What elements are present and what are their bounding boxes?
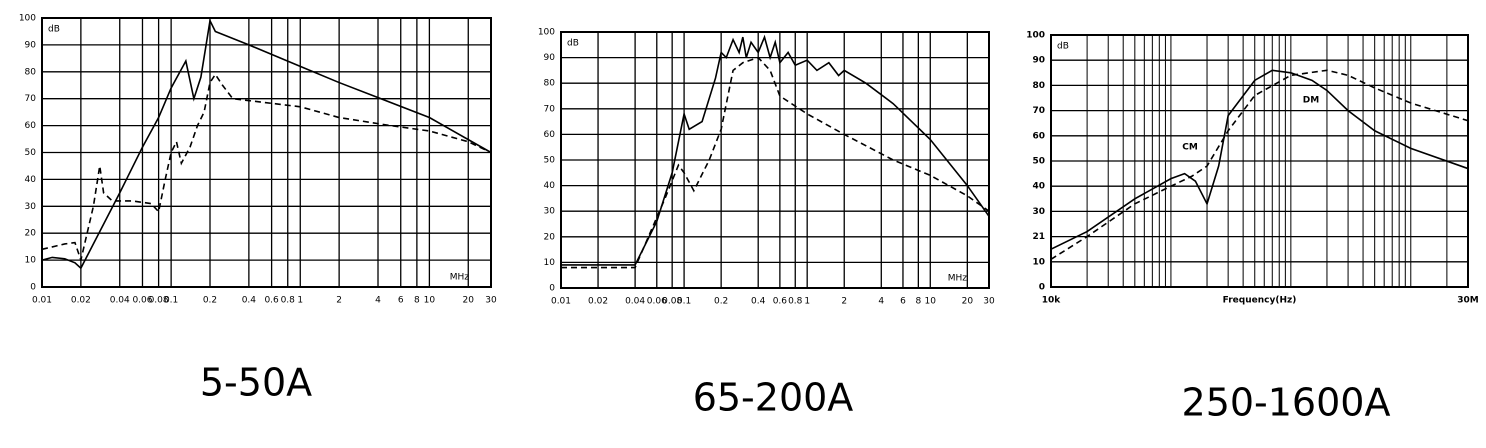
y-tick-label: 40 xyxy=(25,175,37,185)
x-tick-label: 0.04 xyxy=(625,297,645,307)
y-axis-unit: dB xyxy=(567,39,579,49)
x-tick-label: 0.4 xyxy=(751,297,766,307)
y-tick-label: 100 xyxy=(538,28,555,38)
y-tick-label: 20 xyxy=(544,232,556,242)
y-tick-label: 60 xyxy=(25,121,37,131)
x-tick-label: 0.02 xyxy=(588,297,608,307)
y-tick-label: 90 xyxy=(25,40,37,50)
x-tick-label: 0.02 xyxy=(71,296,91,306)
data-line xyxy=(561,34,990,266)
x-tick-label: 0.08 xyxy=(149,296,169,306)
y-tick-label: 60 xyxy=(1032,131,1045,141)
x-tick-label: 0.08 xyxy=(662,297,682,307)
x-tick-label: 0.06 xyxy=(132,296,152,306)
x-tick-label: 0.1 xyxy=(677,297,691,307)
annotation: DM xyxy=(1303,96,1319,106)
x-tick-label: 4 xyxy=(878,297,884,307)
x-tick-label: 10 xyxy=(424,296,436,306)
x-tick-label: 0.4 xyxy=(242,296,257,306)
annotation-bg xyxy=(1179,140,1201,154)
data-line xyxy=(1050,69,1469,250)
x-axis-unit: MHz xyxy=(450,273,470,283)
x-tick-label: 10 xyxy=(925,297,937,307)
y-tick-label: 80 xyxy=(544,79,556,89)
data-line xyxy=(1050,69,1469,260)
y-tick-label: 80 xyxy=(1032,81,1045,91)
y-axis-unit: dB xyxy=(48,25,60,35)
x-tick-label: 8 xyxy=(915,297,921,307)
data-line xyxy=(41,73,492,264)
x-tick-label: 1 xyxy=(297,296,303,306)
y-tick-label: 70 xyxy=(1032,106,1045,116)
x-tick-label: 0.01 xyxy=(551,297,571,307)
x-tick-label: 6 xyxy=(398,296,404,306)
x-tick-label: 30 xyxy=(983,297,995,307)
y-axis-unit: dB xyxy=(1057,42,1069,52)
x-tick-label: 20 xyxy=(962,297,974,307)
x-tick-label: 0.6 xyxy=(264,296,279,306)
y-tick-label: 0 xyxy=(30,283,36,293)
y-tick-label: 10 xyxy=(544,258,556,268)
x-tick-label: 2 xyxy=(336,296,342,306)
x-tick-label: 10k xyxy=(1042,296,1062,306)
y-tick-label: 20 xyxy=(25,229,37,239)
annotation-bg xyxy=(1300,93,1322,107)
chart-caption: 250-1600A xyxy=(1182,381,1391,425)
y-tick-label: 40 xyxy=(1032,182,1045,192)
y-tick-label: 90 xyxy=(544,53,556,63)
y-tick-label: 10 xyxy=(25,256,37,266)
x-tick-label: 0.2 xyxy=(203,296,217,306)
x-axis-label: Frequency(Hz) xyxy=(1223,296,1297,306)
x-tick-label: 0.04 xyxy=(110,296,130,306)
x-axis-unit: MHz xyxy=(948,274,968,284)
chart-caption: 5-50A xyxy=(200,361,312,405)
x-tick-label: 8 xyxy=(414,296,420,306)
y-tick-label: 30 xyxy=(1032,207,1045,217)
y-tick-label: 50 xyxy=(1032,157,1045,167)
y-tick-label: 60 xyxy=(544,130,556,140)
x-tick-label: 1 xyxy=(804,297,810,307)
annotation: CM xyxy=(1182,143,1198,153)
x-tick-label: 0.8 xyxy=(788,297,803,307)
chart-caption: 65-200A xyxy=(693,376,854,420)
x-tick-label: 4 xyxy=(375,296,381,306)
x-tick-label: 0.6 xyxy=(773,297,788,307)
y-tick-label: 10 xyxy=(1032,257,1045,267)
y-tick-label: 70 xyxy=(25,94,37,104)
y-tick-label: 0 xyxy=(1039,283,1045,293)
x-tick-label: 0.8 xyxy=(281,296,296,306)
y-tick-label: 80 xyxy=(25,67,37,77)
y-tick-label: 40 xyxy=(544,181,556,191)
y-tick-label: 0 xyxy=(549,284,555,294)
data-line xyxy=(41,18,492,270)
y-tick-label: 70 xyxy=(544,104,556,114)
y-tick-label: 30 xyxy=(544,207,556,217)
y-tick-label: 100 xyxy=(1026,31,1045,41)
y-tick-label: 100 xyxy=(19,14,36,24)
x-tick-label: 30 xyxy=(485,296,497,306)
x-tick-label: 0.01 xyxy=(32,296,52,306)
x-tick-label: 0.2 xyxy=(714,297,728,307)
data-line xyxy=(561,56,990,269)
plot-frame xyxy=(560,31,990,289)
x-tick-label: 30M xyxy=(1457,296,1479,306)
x-tick-label: 20 xyxy=(463,296,475,306)
y-tick-label: 90 xyxy=(1032,56,1045,66)
x-tick-label: 0.06 xyxy=(647,297,667,307)
x-tick-label: 6 xyxy=(900,297,906,307)
plot-frame xyxy=(1050,34,1469,288)
x-tick-label: 2 xyxy=(841,297,847,307)
y-tick-label: 30 xyxy=(25,202,37,212)
y-tick-label: 21 xyxy=(1032,232,1045,242)
y-tick-label: 50 xyxy=(544,156,556,166)
x-tick-label: 0.1 xyxy=(164,296,178,306)
y-tick-label: 50 xyxy=(25,148,37,158)
